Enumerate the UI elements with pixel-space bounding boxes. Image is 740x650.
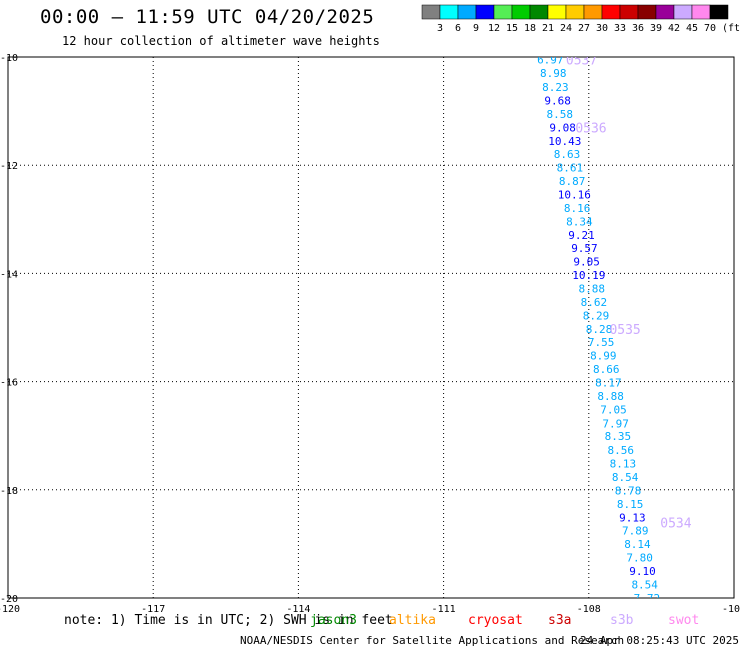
wave-height-point: 8.61: [557, 161, 584, 174]
wave-height-point: 10.43: [548, 135, 581, 148]
wave-height-point: 8.54: [612, 471, 639, 484]
legend-label: 27: [578, 23, 590, 34]
legend-unit: (ft): [722, 23, 740, 34]
wave-height-point: 7.05: [600, 404, 627, 417]
map-title: 00:00 – 11:59 UTC 04/20/2025: [40, 6, 375, 28]
wave-height-point: 8.35: [605, 430, 632, 443]
wave-height-point: 9.21: [568, 229, 595, 242]
y-tick-label: -18: [0, 486, 18, 497]
wave-height-point: 9.57: [571, 242, 598, 255]
wave-height-point: 6.97: [537, 54, 564, 67]
pass-time-label: 0535: [609, 323, 640, 338]
satellite-label-cryosat: cryosat: [468, 613, 523, 628]
wave-height-point: 9.10: [629, 565, 656, 578]
wave-height-point: 8.14: [624, 538, 651, 551]
wave-height-point: 8.29: [583, 310, 610, 323]
y-tick-label: -12: [0, 161, 18, 172]
legend-label: 36: [632, 23, 644, 34]
x-tick-label: -105: [722, 604, 740, 615]
legend-label: 9: [473, 23, 479, 34]
wave-height-point: 8.88: [597, 390, 624, 403]
generated-timestamp: 24 Apr 08:25:43 UTC 2025: [580, 634, 739, 647]
wave-height-point: 9.05: [573, 255, 600, 268]
wave-height-point: 7.80: [626, 551, 653, 564]
satellite-label-s3a: s3a: [548, 613, 572, 628]
satellite-label-s3b: s3b: [610, 613, 634, 628]
legend-swatch: [709, 4, 729, 20]
legend-label: 21: [542, 23, 554, 34]
legend-label: 45: [686, 23, 698, 34]
satellite-label-altika: altika: [389, 613, 436, 628]
legend-label: 12: [488, 23, 500, 34]
wave-height-point: 9.68: [544, 94, 571, 107]
pass-time-label: 0534: [660, 516, 691, 531]
wave-height-point: 8.17: [595, 377, 622, 390]
wave-height-point: 9.08: [549, 121, 576, 134]
legend-label: 70: [704, 23, 716, 34]
y-tick-label: -20: [0, 594, 18, 605]
wave-height-point: 8.63: [554, 148, 581, 161]
legend-label: 39: [650, 23, 662, 34]
wave-height-point: 8.98: [540, 67, 567, 80]
legend-label: 6: [455, 23, 461, 34]
satellite-label-swot: swot: [668, 613, 700, 628]
wave-height-point: 7.89: [622, 524, 649, 537]
wave-height-point: 10.19: [572, 269, 605, 282]
x-tick-label: -117: [141, 604, 165, 615]
plot-frame: [7, 56, 735, 599]
wave-height-point: 8.34: [566, 215, 593, 228]
y-tick-label: -10: [0, 53, 18, 64]
x-tick-label: -108: [577, 604, 601, 615]
legend-label: 15: [506, 23, 518, 34]
wave-height-point: 8.78: [615, 484, 642, 497]
footer-note: note: 1) Time is in UTC; 2) SWH is in fe…: [64, 613, 393, 628]
wave-height-point: 8.56: [607, 444, 634, 457]
wave-height-point: 8.28: [586, 323, 613, 336]
track-layer: 6.978.988.239.688.589.0810.438.638.618.8…: [537, 54, 692, 632]
legend-label: 30: [596, 23, 608, 34]
wave-height-point: 8.99: [590, 350, 617, 363]
wave-height-point: 8.16: [564, 202, 591, 215]
legend-label: 3: [437, 23, 443, 34]
y-tick-label: -14: [0, 269, 18, 280]
legend-label: 24: [560, 23, 572, 34]
legend-label: 42: [668, 23, 680, 34]
wave-height-point: 8.13: [610, 457, 637, 470]
credit-line: NOAA/NESDIS Center for Satellite Applica…: [240, 634, 625, 647]
pass-time-label: 0537: [566, 54, 597, 69]
wave-height-point: 7.97: [602, 417, 629, 430]
wave-height-point: 8.62: [581, 296, 608, 309]
legend-label: 18: [524, 23, 536, 34]
x-tick-label: -120: [0, 604, 20, 615]
wave-height-point: 7.61: [637, 606, 664, 619]
wave-height-point: 8.87: [559, 175, 586, 188]
satellite-label-jason3: jason3: [310, 613, 357, 628]
wave-height-point: 7.55: [588, 336, 615, 349]
legend-label: 33: [614, 23, 626, 34]
x-tick-label: -111: [432, 604, 456, 615]
wave-height-point: 10.16: [558, 188, 591, 201]
wave-height-point: 8.66: [593, 363, 620, 376]
y-tick-label: -16: [0, 378, 18, 389]
wave-height-point: 9.13: [619, 511, 646, 524]
wave-height-point: 7.56: [639, 619, 666, 632]
pass-time-label: 0536: [575, 121, 606, 136]
wave-height-point: 7.72: [634, 592, 661, 605]
wave-height-point: 8.15: [617, 498, 644, 511]
map-subtitle: 12 hour collection of altimeter wave hei…: [62, 34, 380, 48]
wave-height-point: 8.54: [631, 578, 658, 591]
wave-height-point: 8.58: [547, 108, 574, 121]
wave-height-point: 8.88: [578, 283, 605, 296]
wave-height-point: 8.23: [542, 81, 569, 94]
x-tick-label: -114: [286, 604, 310, 615]
